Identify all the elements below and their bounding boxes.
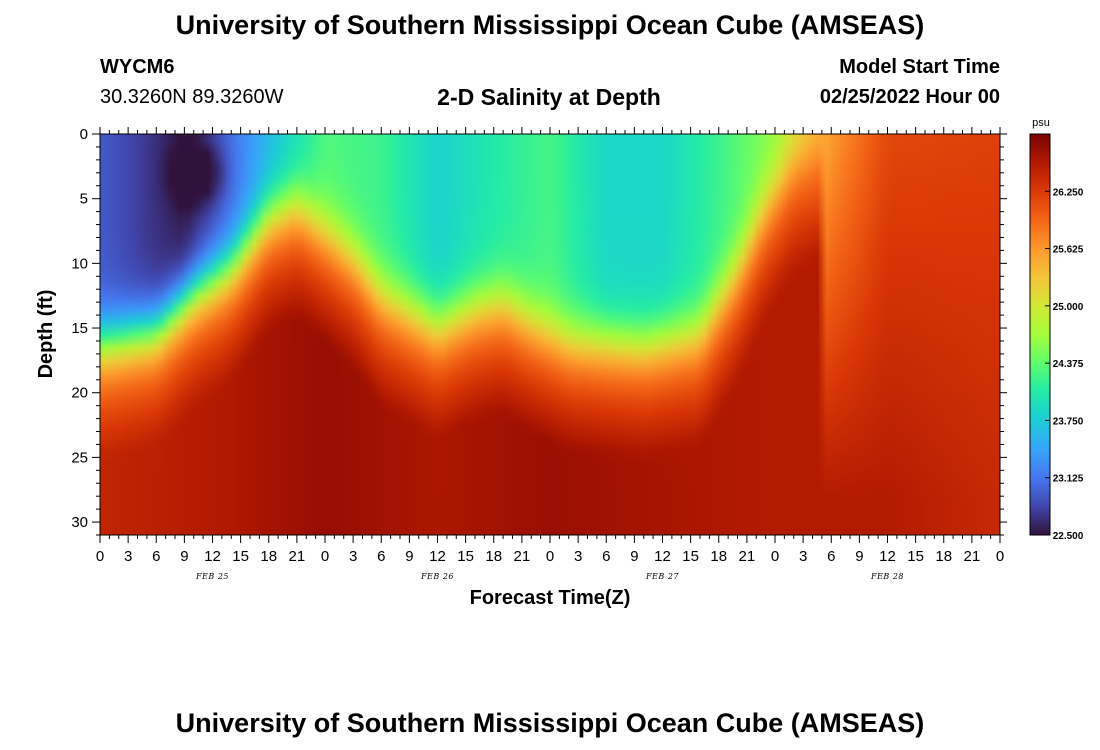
x-tick-label: 0 [321, 548, 329, 565]
x-tick-label: 9 [180, 548, 188, 565]
station-coordinates: 30.3260N 89.3260W [100, 86, 284, 108]
station-id: WYCM6 [100, 56, 175, 78]
colorbar-tick-label: 22.500 [1053, 531, 1084, 542]
x-tick-label: 15 [457, 548, 474, 565]
x-tick-label: 15 [907, 548, 924, 565]
x-tick-label: 3 [124, 548, 132, 565]
x-tick-label: 0 [96, 548, 104, 565]
x-tick-label: 21 [739, 548, 756, 565]
model-start-value: 02/25/2022 Hour 00 [819, 86, 1000, 108]
chart-title: 2-D Salinity at Depth [437, 84, 661, 110]
x-tick-label: 6 [152, 548, 160, 565]
day-label: FEB 26 [420, 572, 454, 581]
x-tick-label: 6 [602, 548, 610, 565]
day-label: FEB 28 [870, 572, 904, 581]
colorbar-tick-label: 26.250 [1053, 187, 1084, 198]
x-axis: 0 3 6 9 12 15 18 21 0 3 6 9 12 15 18 21 0 3 6 9 12 15 18 21 0 3 6 9… [96, 127, 1004, 581]
x-axis-label: Forecast Time(Z) [470, 587, 631, 609]
colorbar-tick-label: 24.375 [1053, 359, 1084, 370]
heatmap-field [100, 134, 1000, 535]
x-tick-label: 9 [405, 548, 413, 565]
x-tick-label: 21 [289, 548, 306, 565]
x-tick-label: 0 [996, 548, 1004, 565]
x-tick-label: 15 [232, 548, 249, 565]
y-tick-label: 5 [80, 191, 88, 208]
y-tick-label: 15 [71, 320, 88, 337]
x-tick-label: 0 [546, 548, 554, 565]
model-start-label: Model Start Time [839, 56, 1000, 78]
colorbar [1029, 133, 1051, 536]
x-tick-label: 9 [855, 548, 863, 565]
x-tick-label: 15 [682, 548, 699, 565]
y-tick-label: 0 [80, 126, 88, 143]
x-tick-label: 12 [204, 548, 221, 565]
x-tick-label: 21 [514, 548, 531, 565]
colorbar-ticks: 22.500 23.125 23.750 24.375 25.000 25.625 26.2… [1045, 187, 1084, 542]
x-tick-label: 21 [964, 548, 981, 565]
x-tick-label: 12 [429, 548, 446, 565]
x-tick-label: 0 [771, 548, 779, 565]
y-tick-label: 20 [71, 385, 88, 402]
y-axis: 0 5 10 15 20 25 30 [71, 126, 1007, 536]
x-tick-label: 18 [485, 548, 502, 565]
figure-title: University of Southern Mississippi Ocean… [175, 10, 925, 40]
colorbar-tick-label: 23.750 [1053, 416, 1084, 427]
x-tick-label: 12 [654, 548, 671, 565]
x-tick-label: 6 [377, 548, 385, 565]
x-tick-label: 12 [879, 548, 896, 565]
x-tick-label: 18 [260, 548, 277, 565]
colorbar-tick-label: 25.000 [1053, 302, 1084, 313]
x-tick-label: 9 [630, 548, 638, 565]
x-tick-label: 3 [349, 548, 357, 565]
colorbar-tick-label: 25.625 [1053, 245, 1084, 256]
colorbar-tick-label: 23.125 [1053, 474, 1084, 485]
footer-title: University of Southern Mississippi Ocean… [175, 708, 925, 738]
colorbar-unit: psu [1032, 117, 1050, 129]
y-tick-label: 10 [71, 255, 88, 272]
y-tick-label: 25 [71, 449, 88, 466]
x-tick-label: 6 [827, 548, 835, 565]
y-axis-label: Depth (ft) [35, 290, 57, 379]
day-label: FEB 25 [195, 572, 229, 581]
day-label: FEB 27 [645, 572, 679, 581]
x-tick-label: 3 [799, 548, 807, 565]
y-tick-label: 30 [71, 514, 88, 531]
x-tick-label: 18 [710, 548, 727, 565]
x-tick-label: 18 [935, 548, 952, 565]
x-tick-label: 3 [574, 548, 582, 565]
